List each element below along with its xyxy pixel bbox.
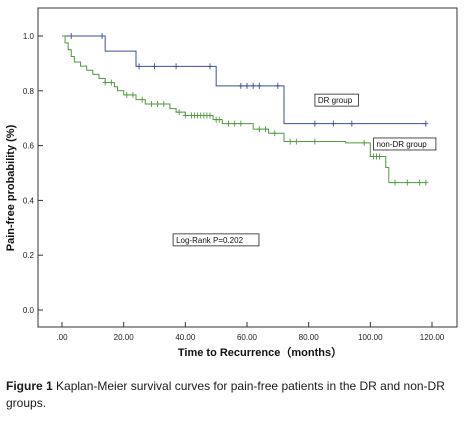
censor-mark-dr-group bbox=[68, 33, 74, 39]
y-tick-label: 0.8 bbox=[23, 87, 35, 96]
legend-label-box bbox=[314, 93, 359, 107]
figure-caption-label: Figure 1 bbox=[6, 379, 53, 393]
censor-mark-non-dr-group bbox=[404, 179, 410, 186]
censor-mark-non-dr-group bbox=[207, 112, 213, 119]
y-tick-label: 0.0 bbox=[23, 306, 35, 315]
x-tick-label: 20.00 bbox=[114, 333, 135, 342]
censor-mark-non-dr-group bbox=[392, 179, 398, 186]
censor-mark-non-dr-group bbox=[256, 126, 262, 133]
legend-label: non-DR group bbox=[377, 140, 428, 149]
censor-mark-non-dr-group bbox=[155, 100, 161, 107]
x-tick-label: 40.00 bbox=[175, 333, 196, 342]
censor-mark-dr-group bbox=[173, 63, 179, 70]
y-tick-label: 0.2 bbox=[23, 251, 35, 260]
censor-mark-dr-group bbox=[423, 120, 429, 127]
censor-mark-non-dr-group bbox=[377, 153, 383, 160]
x-tick-label: .00 bbox=[56, 333, 68, 342]
censor-mark-non-dr-group bbox=[312, 138, 318, 145]
y-tick-label: 0.6 bbox=[23, 142, 35, 151]
censor-mark-non-dr-group bbox=[417, 179, 423, 186]
x-tick-label: 120.00 bbox=[420, 333, 445, 342]
legend-label: DR group bbox=[318, 96, 353, 105]
censor-mark-non-dr-group bbox=[161, 100, 167, 107]
censor-mark-non-dr-group bbox=[361, 139, 367, 146]
censor-mark-non-dr-group bbox=[272, 130, 278, 137]
figure-caption: Figure 1 Kaplan-Meier survival curves fo… bbox=[6, 378, 466, 412]
censor-mark-non-dr-group bbox=[108, 79, 114, 86]
censor-mark-dr-group bbox=[349, 120, 355, 127]
censor-mark-dr-group bbox=[275, 82, 281, 89]
censor-mark-non-dr-group bbox=[216, 116, 222, 123]
censor-mark-non-dr-group bbox=[182, 112, 188, 119]
kaplan-meier-chart: 0.0 0.2 0.4 0.6 0.8 1.0 .00 20.00 40.00 60.00 80.… bbox=[5, 7, 458, 359]
log-rank-annotation-box bbox=[172, 233, 260, 247]
censor-mark-non-dr-group bbox=[293, 138, 299, 145]
figure-caption-text: Kaplan-Meier survival curves for pain-fr… bbox=[6, 379, 445, 410]
legend-label-box bbox=[373, 137, 437, 151]
censor-mark-non-dr-group bbox=[176, 109, 182, 116]
censor-mark-non-dr-group bbox=[139, 96, 145, 103]
censor-mark-non-dr-group bbox=[226, 120, 231, 127]
censor-mark-dr-group bbox=[244, 82, 250, 89]
x-tick-label: 60.00 bbox=[237, 333, 258, 342]
censor-mark-dr-group bbox=[256, 82, 262, 89]
log-rank-annotation: Log-Rank P=0.202 bbox=[176, 236, 243, 245]
x-tick-label: 80.00 bbox=[299, 333, 320, 342]
censor-mark-dr-group bbox=[250, 82, 256, 89]
censor-mark-non-dr-group bbox=[232, 120, 238, 127]
y-tick-label: 1.0 bbox=[23, 32, 35, 41]
censor-mark-non-dr-group bbox=[124, 91, 130, 98]
x-axis-label: Time to Recurrence（months） bbox=[178, 346, 342, 359]
y-tick-label: 0.4 bbox=[23, 196, 35, 205]
censor-mark-dr-group bbox=[136, 63, 142, 70]
censor-mark-dr-group bbox=[238, 82, 244, 89]
censor-mark-dr-group bbox=[312, 120, 318, 127]
censor-mark-dr-group bbox=[152, 63, 157, 70]
censor-mark-dr-group bbox=[207, 63, 213, 70]
censor-mark-dr-group bbox=[330, 120, 336, 127]
censor-mark-non-dr-group bbox=[287, 138, 293, 145]
y-axis-label: Pain-free probability (%) bbox=[5, 124, 17, 251]
censor-mark-non-dr-group bbox=[102, 79, 108, 86]
plot-area bbox=[37, 7, 458, 328]
censor-mark-non-dr-group bbox=[148, 100, 154, 107]
censor-mark-non-dr-group bbox=[130, 91, 136, 98]
x-tick-label: 100.00 bbox=[358, 333, 383, 342]
censor-mark-non-dr-group bbox=[263, 126, 268, 133]
censor-mark-non-dr-group bbox=[423, 179, 429, 186]
censor-mark-non-dr-group bbox=[238, 120, 244, 127]
censor-mark-dr-group bbox=[99, 33, 105, 39]
